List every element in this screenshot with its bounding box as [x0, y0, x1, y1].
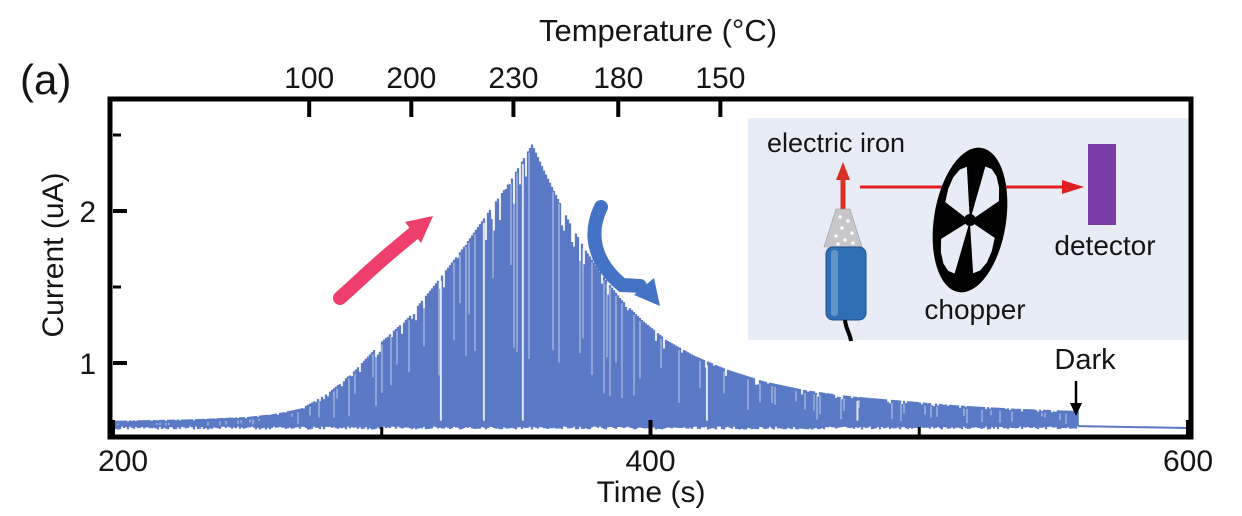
tick-label: 400	[625, 445, 675, 478]
signal-trace	[112, 144, 1189, 430]
detector-icon	[1088, 144, 1116, 225]
chopper-wheel-icon	[932, 147, 1008, 293]
tick-label: 180	[593, 62, 643, 95]
dark-annotation-label: Dark	[1054, 344, 1116, 376]
beam-arrow-icon	[1062, 180, 1084, 194]
bottom-axis-title: Time (s)	[596, 476, 706, 509]
left-axis-title: Current (uA)	[37, 172, 70, 338]
tick-label: 100	[284, 62, 334, 95]
electric-iron-label: electric iron	[766, 128, 906, 158]
trend-arrows	[333, 200, 660, 306]
dark-arrow	[1070, 381, 1082, 416]
chopper-label: chopper	[924, 294, 1026, 325]
tick-label: 1	[79, 348, 96, 381]
tick-label: 2	[79, 196, 96, 229]
detector-label: detector	[1054, 230, 1156, 261]
panel-label: (a)	[20, 56, 72, 103]
electric-iron-icon	[823, 162, 867, 342]
tick-label: 200	[98, 445, 148, 478]
decay-arrow	[587, 200, 647, 293]
top-axis-title: Temperature (°C)	[538, 13, 778, 48]
tick-label: 230	[488, 62, 538, 95]
rise-arrow	[333, 226, 421, 305]
tick-label: 150	[695, 62, 745, 95]
axes: 100 200 230 180 150 200 400 600 1 2	[79, 62, 1213, 478]
tick-label: 600	[1163, 445, 1213, 478]
inset-schematic	[748, 118, 1189, 342]
tick-label: 200	[386, 62, 436, 95]
